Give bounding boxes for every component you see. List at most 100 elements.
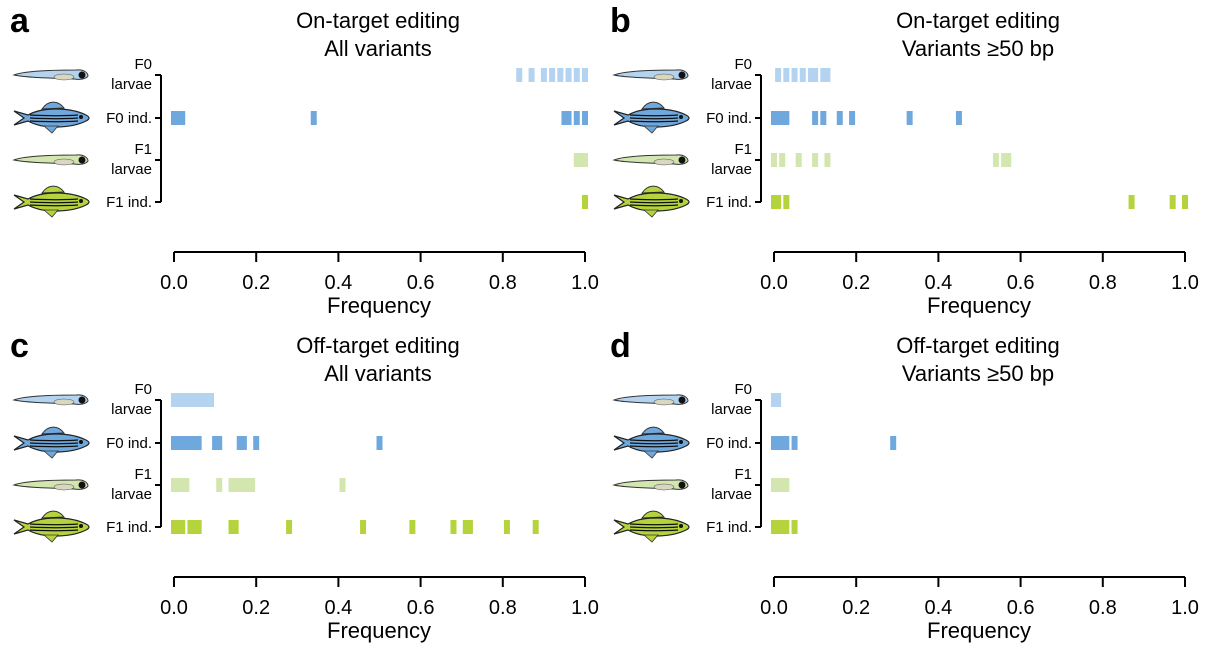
larva-icon — [12, 69, 89, 81]
frequency-mark — [409, 520, 416, 534]
frequency-mark — [783, 111, 790, 125]
chart-title: Off-target editing — [296, 333, 460, 358]
fish-eye — [679, 115, 683, 119]
larva-body — [12, 394, 89, 405]
x-tick-label: 0.2 — [842, 597, 871, 619]
larva-icon — [612, 69, 689, 81]
frequency-mark — [791, 68, 798, 82]
frequency-mark — [503, 520, 510, 534]
frequency-mark — [528, 68, 535, 82]
frequency-mark — [791, 436, 798, 450]
chart-title: On-target editing — [896, 8, 1060, 33]
strip-chart — [612, 393, 1186, 587]
x-tick-label: 0.2 — [242, 597, 271, 619]
frequency-mark — [799, 68, 806, 82]
frequency-mark — [450, 520, 457, 534]
x-tick-label: 0.0 — [760, 597, 788, 619]
frequency-mark — [240, 478, 247, 492]
y-tick-label: F1 larvae — [111, 466, 152, 503]
frequency-mark — [183, 478, 190, 492]
panel: c Off-target editing All variants Frequency… — [0, 325, 600, 645]
fish-icon — [13, 185, 90, 218]
frequency-mark — [236, 478, 243, 492]
fish-lower-fin — [42, 209, 59, 218]
fish-fin — [41, 510, 65, 519]
frequency-mark — [573, 68, 580, 82]
y-tick-label: F0 larvae — [711, 381, 752, 418]
larva-eye — [78, 396, 86, 404]
x-tick-label: 0.6 — [1006, 272, 1035, 294]
fish-stripe — [629, 523, 679, 526]
frequency-mark — [771, 153, 777, 167]
frequency-mark — [179, 478, 186, 492]
larva-body — [612, 394, 689, 405]
x-axis-label: Frequency — [327, 293, 431, 318]
frequency-mark — [820, 68, 827, 82]
fish-stripe — [29, 198, 79, 201]
panel-letter: c — [10, 327, 29, 365]
strip-chart — [12, 68, 588, 262]
fish-eye — [679, 524, 683, 528]
frequency-mark — [783, 520, 790, 534]
larva-icon — [12, 394, 89, 406]
fish-lower-fin — [642, 450, 659, 459]
fish-body — [613, 108, 690, 128]
frequency-mark — [557, 68, 564, 82]
fish-stripe — [629, 526, 679, 529]
larva-yolk — [653, 73, 675, 81]
frequency-mark — [812, 68, 819, 82]
frequency-mark — [171, 520, 177, 534]
frequency-mark — [232, 520, 239, 534]
x-tick-label: 0.6 — [1006, 597, 1035, 619]
fish-fin — [41, 101, 65, 110]
fish-eye — [79, 115, 83, 119]
x-tick-label: 1.0 — [1171, 597, 1199, 619]
frequency-mark — [1001, 153, 1008, 167]
frequency-mark — [175, 393, 182, 407]
y-tick-label: F0 ind. — [106, 110, 152, 127]
fish-icon — [613, 101, 690, 134]
x-tick-label: 0.4 — [324, 597, 353, 619]
fish-stripe — [29, 114, 79, 117]
x-tick-label: 1.0 — [571, 597, 599, 619]
frequency-mark — [775, 393, 782, 407]
frequency-mark — [175, 478, 182, 492]
panel: d Off-target editing Variants ≥50 bp Freque… — [600, 325, 1200, 645]
frequency-mark — [171, 436, 177, 450]
fish-icon — [13, 101, 90, 134]
frequency-mark — [1005, 153, 1012, 167]
frequency-mark — [191, 520, 198, 534]
larva-icon — [12, 154, 89, 166]
fish-stripe — [29, 445, 79, 448]
fish-icon — [13, 426, 90, 459]
x-tick-label: 0.2 — [242, 272, 271, 294]
x-tick-label: 0.4 — [924, 272, 953, 294]
y-tick-label: F1 larvae — [711, 141, 752, 178]
frequency-mark — [955, 111, 962, 125]
fish-stripe — [629, 204, 679, 207]
frequency-mark — [783, 478, 790, 492]
frequency-mark — [179, 393, 186, 407]
x-tick-label: 1.0 — [1171, 272, 1199, 294]
frequency-mark — [244, 478, 251, 492]
larva-icon — [612, 394, 689, 406]
fish-stripe — [629, 117, 679, 120]
frequency-mark — [779, 436, 786, 450]
x-tick-label: 0.8 — [1088, 272, 1117, 294]
fish-lower-fin — [642, 209, 659, 218]
y-tick-label: F1 ind. — [706, 519, 752, 536]
fish-stripe — [629, 201, 679, 204]
frequency-mark — [191, 436, 198, 450]
fish-eye — [79, 199, 83, 203]
frequency-mark — [824, 153, 831, 167]
frequency-mark — [540, 68, 547, 82]
x-tick-label: 1.0 — [571, 272, 599, 294]
chart-subtitle: Variants ≥50 bp — [901, 36, 1055, 61]
frequency-mark — [171, 111, 177, 125]
frequency-mark — [906, 111, 913, 125]
larva-eye — [678, 396, 686, 404]
fish-body — [13, 433, 90, 453]
x-tick-label: 0.0 — [160, 597, 188, 619]
y-tick-label: F1 ind. — [106, 194, 152, 211]
